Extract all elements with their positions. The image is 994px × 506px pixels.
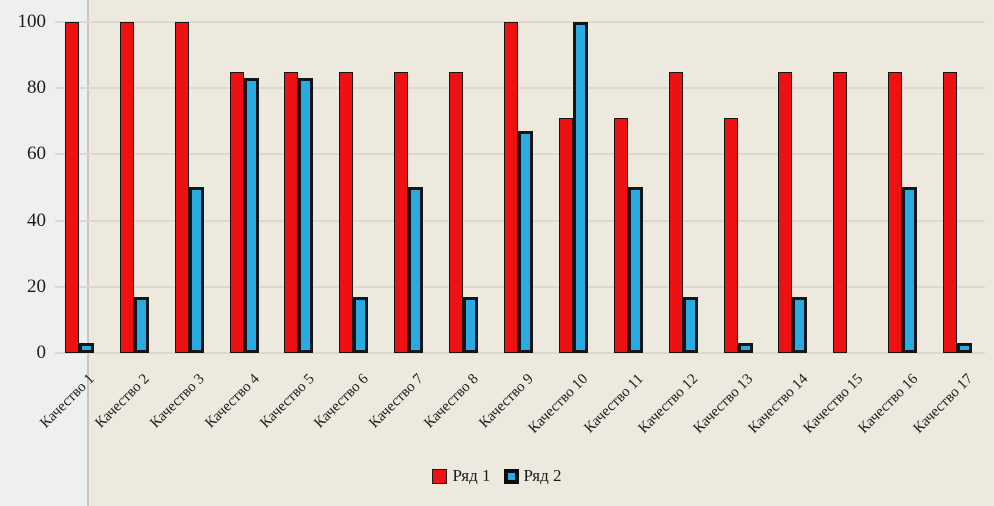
bar-series1-cat4: [230, 72, 244, 353]
bar-series2-cat7: [408, 187, 423, 353]
bar-series2-cat5: [298, 78, 313, 353]
bar-series1-cat16: [888, 72, 902, 353]
legend-swatch-icon: [432, 468, 448, 484]
bar-series1-cat5: [284, 72, 298, 353]
bar-series1-cat11: [614, 118, 628, 353]
legend-item-series1: Ряд 1: [432, 466, 491, 486]
bar-series1-cat1: [65, 22, 79, 353]
bar-series2-cat4: [244, 78, 259, 353]
bar-series2-cat17: [957, 343, 972, 353]
bar-series1-cat12: [669, 72, 683, 353]
bar-series1-cat3: [175, 22, 189, 353]
bar-series1-cat9: [504, 22, 518, 353]
gridline-0: [55, 352, 985, 354]
bar-series2-cat11: [628, 187, 643, 353]
legend: Ряд 1 Ряд 2: [0, 466, 994, 486]
y-axis-tick-label: 0: [36, 342, 47, 363]
legend-item-series2: Ряд 2: [503, 466, 562, 486]
bar-series1-cat13: [724, 118, 738, 353]
legend-label: Ряд 1: [452, 466, 491, 485]
bar-series1-cat2: [120, 22, 134, 353]
bar-series1-cat7: [394, 72, 408, 353]
bar-series1-cat15: [833, 72, 847, 353]
y-axis-tick-label: 40: [27, 209, 46, 231]
legend-swatch-icon: [503, 468, 519, 484]
bar-series2-cat6: [353, 297, 368, 353]
y-axis-tick-label: 20: [27, 275, 46, 297]
bar-series2-cat3: [189, 187, 204, 353]
bar-series2-cat14: [792, 297, 807, 353]
gridline-100: [55, 21, 985, 23]
bar-series1-cat17: [943, 72, 957, 353]
bar-series2-cat13: [738, 343, 753, 353]
y-axis-tick-label: 100: [17, 11, 47, 32]
bar-series1-cat10: [559, 118, 573, 353]
bar-series1-cat6: [339, 72, 353, 353]
gridline-80: [55, 87, 985, 90]
legend-label: Ряд 2: [523, 466, 562, 485]
bar-series2-cat2: [134, 297, 149, 353]
plot-left-divider-line: [87, 0, 89, 506]
y-axis-tick-label: 80: [27, 77, 46, 99]
y-axis-tick-label: 60: [27, 143, 46, 165]
bars-layer: [52, 22, 985, 353]
bar-series1-cat14: [778, 72, 792, 353]
bar-series2-cat8: [463, 297, 478, 353]
bar-series1-cat8: [449, 72, 463, 353]
bar-series2-cat12: [683, 297, 698, 353]
bar-series2-cat16: [902, 187, 917, 353]
bar-series2-cat9: [518, 131, 533, 353]
bar-series2-cat10: [573, 22, 588, 353]
bar-series2-cat1: [79, 343, 94, 353]
